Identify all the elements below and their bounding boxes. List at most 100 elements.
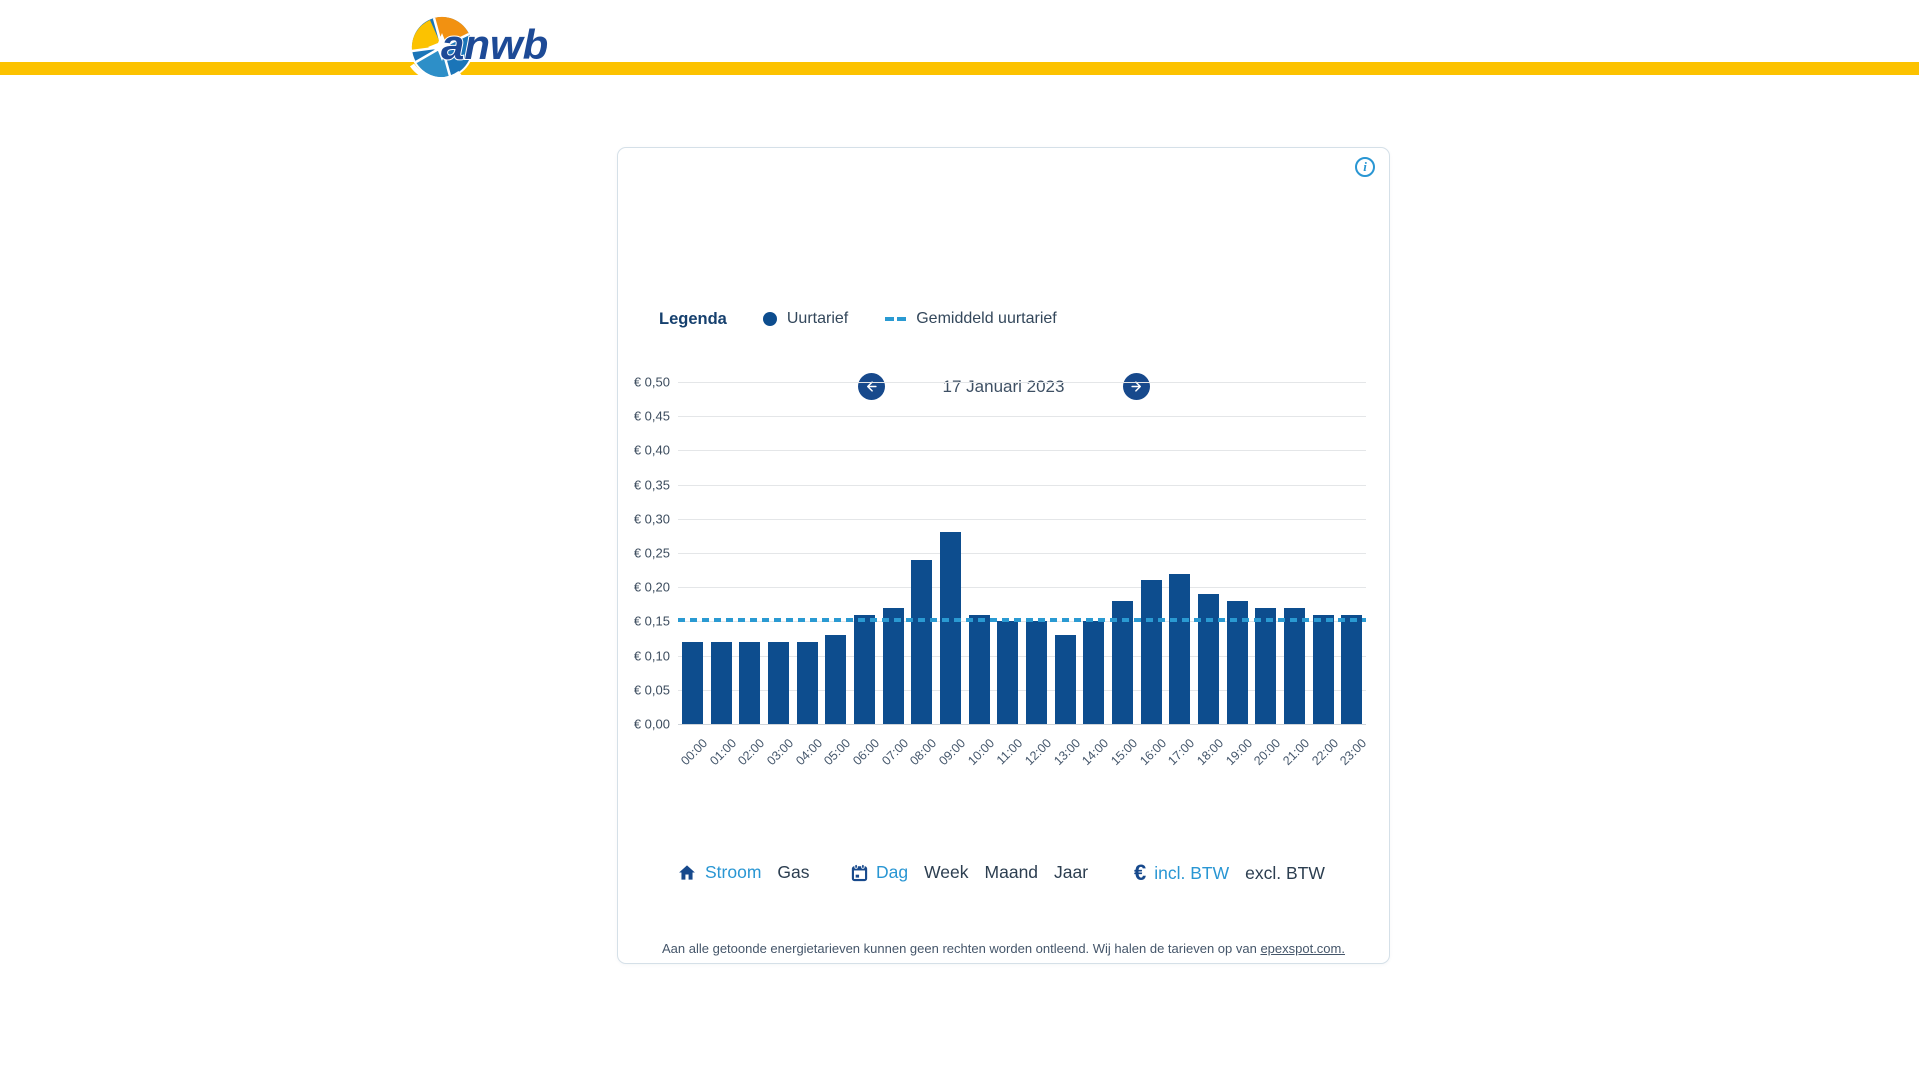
- legend-item-label: Gemiddeld uurtarief: [916, 310, 1057, 327]
- bar-08:00: [911, 559, 933, 724]
- legend-item-gemiddeld-uurtarief: Gemiddeld uurtarief: [885, 310, 1057, 328]
- energy-prices-card: i 17 Januari 2023 Legenda Uurtarief Gemi…: [617, 147, 1390, 964]
- bar-07:00: [882, 607, 904, 724]
- bar-19:00: [1226, 600, 1248, 724]
- gridline: [678, 587, 1366, 589]
- x-axis-tick-label: 05:00: [821, 736, 854, 769]
- x-axis-tick-label: 17:00: [1165, 736, 1198, 769]
- x-axis-tick-label: 14:00: [1079, 736, 1112, 769]
- legend-item-uurtarief: Uurtarief: [762, 310, 848, 328]
- info-button[interactable]: i: [1355, 157, 1375, 177]
- gridline: [678, 484, 1366, 486]
- x-axis-tick-label: 01:00: [706, 736, 739, 769]
- x-axis-tick-label: 04:00: [792, 736, 825, 769]
- bar-05:00: [825, 635, 847, 724]
- gridline: [678, 655, 1366, 657]
- anwb-logo-icon: anwb: [409, 15, 549, 83]
- gridline: [678, 518, 1366, 520]
- plot-area: € 0,00 € 0,05 € 0,10 € 0,15 € 0,20 € 0,25 € 0,…: [634, 375, 1370, 769]
- x-axis-tick-label: 07:00: [878, 736, 911, 769]
- calendar-icon: [851, 863, 868, 882]
- y-axis-tick-label: € 0,05: [633, 682, 670, 698]
- option-incl-btw[interactable]: incl. BTW: [1154, 862, 1230, 883]
- bar-00:00: [681, 641, 703, 724]
- legend-circle-marker-icon: [762, 312, 777, 326]
- disclaimer: Aan alle getoonde energietarieven kunnen…: [618, 941, 1389, 956]
- bar-20:00: [1255, 607, 1277, 724]
- next-day-button[interactable]: [1122, 373, 1150, 400]
- y-axis-tick-label: € 0,15: [633, 613, 670, 629]
- bar-21:00: [1283, 607, 1305, 724]
- bar-02:00: [739, 641, 761, 724]
- y-axis-tick-label: € 0,20: [633, 579, 670, 595]
- bar-01:00: [710, 641, 732, 724]
- gridline: [678, 553, 1366, 554]
- x-axis-tick-label: 12:00: [1022, 736, 1055, 769]
- x-axis-tick-label: 21:00: [1280, 736, 1313, 769]
- option-jaar[interactable]: Jaar: [1054, 862, 1089, 882]
- previous-day-button[interactable]: [857, 373, 885, 400]
- info-icon: i: [1363, 159, 1367, 174]
- bar-16:00: [1140, 580, 1162, 724]
- x-axis-tick-label: 13:00: [1050, 736, 1083, 769]
- option-week[interactable]: Week: [924, 862, 969, 882]
- euro-icon: €: [1134, 860, 1147, 885]
- gridline: [678, 416, 1366, 418]
- x-axis-tick-label: 16:00: [1136, 736, 1169, 769]
- bar-14:00: [1083, 621, 1105, 724]
- average-tariff-line: [678, 617, 1366, 622]
- bar-23:00: [1341, 614, 1363, 724]
- bar-12:00: [1025, 621, 1047, 724]
- x-axis-tick-label: 10:00: [964, 736, 997, 769]
- x-axis-tick-label: 15:00: [1108, 736, 1141, 769]
- legend: Legenda Uurtarief Gemiddeld uurtarief: [659, 307, 1094, 331]
- y-axis-tick-label: € 0,10: [633, 648, 670, 664]
- bar-15:00: [1111, 600, 1133, 724]
- y-axis-tick-label: € 0,30: [633, 511, 670, 527]
- x-axis-tick-label: 22:00: [1308, 736, 1341, 769]
- option-excl-btw[interactable]: excl. BTW: [1245, 862, 1325, 883]
- bar-22:00: [1312, 614, 1334, 724]
- arrow-right-icon: [1130, 381, 1141, 392]
- x-axis-tick-label: 09:00: [936, 736, 969, 769]
- bar-18:00: [1197, 594, 1219, 724]
- option-stroom[interactable]: Stroom: [705, 862, 762, 882]
- gridline: [678, 724, 1366, 725]
- gridline: [678, 450, 1366, 452]
- x-axis-tick-label: 08:00: [907, 736, 940, 769]
- legend-title: Legenda: [659, 309, 727, 328]
- x-axis-tick-label: 06:00: [850, 736, 883, 769]
- home-icon: [677, 863, 697, 882]
- selected-date: 17 Januari 2023: [942, 376, 1065, 396]
- x-axis-tick-label: 19:00: [1222, 736, 1255, 769]
- disclaimer-text: Aan alle getoonde energietarieven kunnen…: [662, 941, 1261, 956]
- bar-06:00: [853, 614, 875, 724]
- epexspot-link[interactable]: epexspot.com.: [1260, 941, 1345, 956]
- x-axis-tick-label: 18:00: [1194, 736, 1227, 769]
- y-axis-tick-label: € 0,35: [633, 477, 670, 493]
- option-dag[interactable]: Dag: [876, 862, 909, 882]
- gridline: [678, 382, 1366, 383]
- bar-11:00: [997, 621, 1019, 724]
- legend-dashed-line-marker-icon: [885, 317, 907, 321]
- y-axis-tick-label: € 0,50: [633, 374, 670, 390]
- anwb-logo: anwb: [408, 6, 549, 86]
- chart-controls: Stroom Gas Dag Week Maand Jaar € incl. BTW ex…: [618, 862, 1389, 892]
- y-axis-tick-label: € 0,25: [633, 545, 670, 561]
- date-navigation: 17 Januari 2023: [618, 373, 1389, 400]
- y-axis-tick-label: € 0,45: [633, 408, 670, 424]
- y-axis-tick-label: € 0,40: [633, 442, 670, 458]
- x-axis-tick-label: 03:00: [764, 736, 797, 769]
- option-maand[interactable]: Maand: [984, 862, 1039, 882]
- option-gas[interactable]: Gas: [777, 862, 810, 882]
- y-axis-tick-label: € 0,00: [633, 716, 670, 732]
- bar-03:00: [767, 641, 789, 724]
- x-axis-tick-label: 20:00: [1251, 736, 1284, 769]
- x-axis-tick-label: 02:00: [735, 736, 768, 769]
- arrow-left-icon: [866, 381, 877, 392]
- gridline: [678, 689, 1366, 691]
- x-axis-tick-label: 23:00: [1337, 736, 1370, 769]
- bar-17:00: [1169, 573, 1191, 724]
- bar-09:00: [939, 532, 961, 724]
